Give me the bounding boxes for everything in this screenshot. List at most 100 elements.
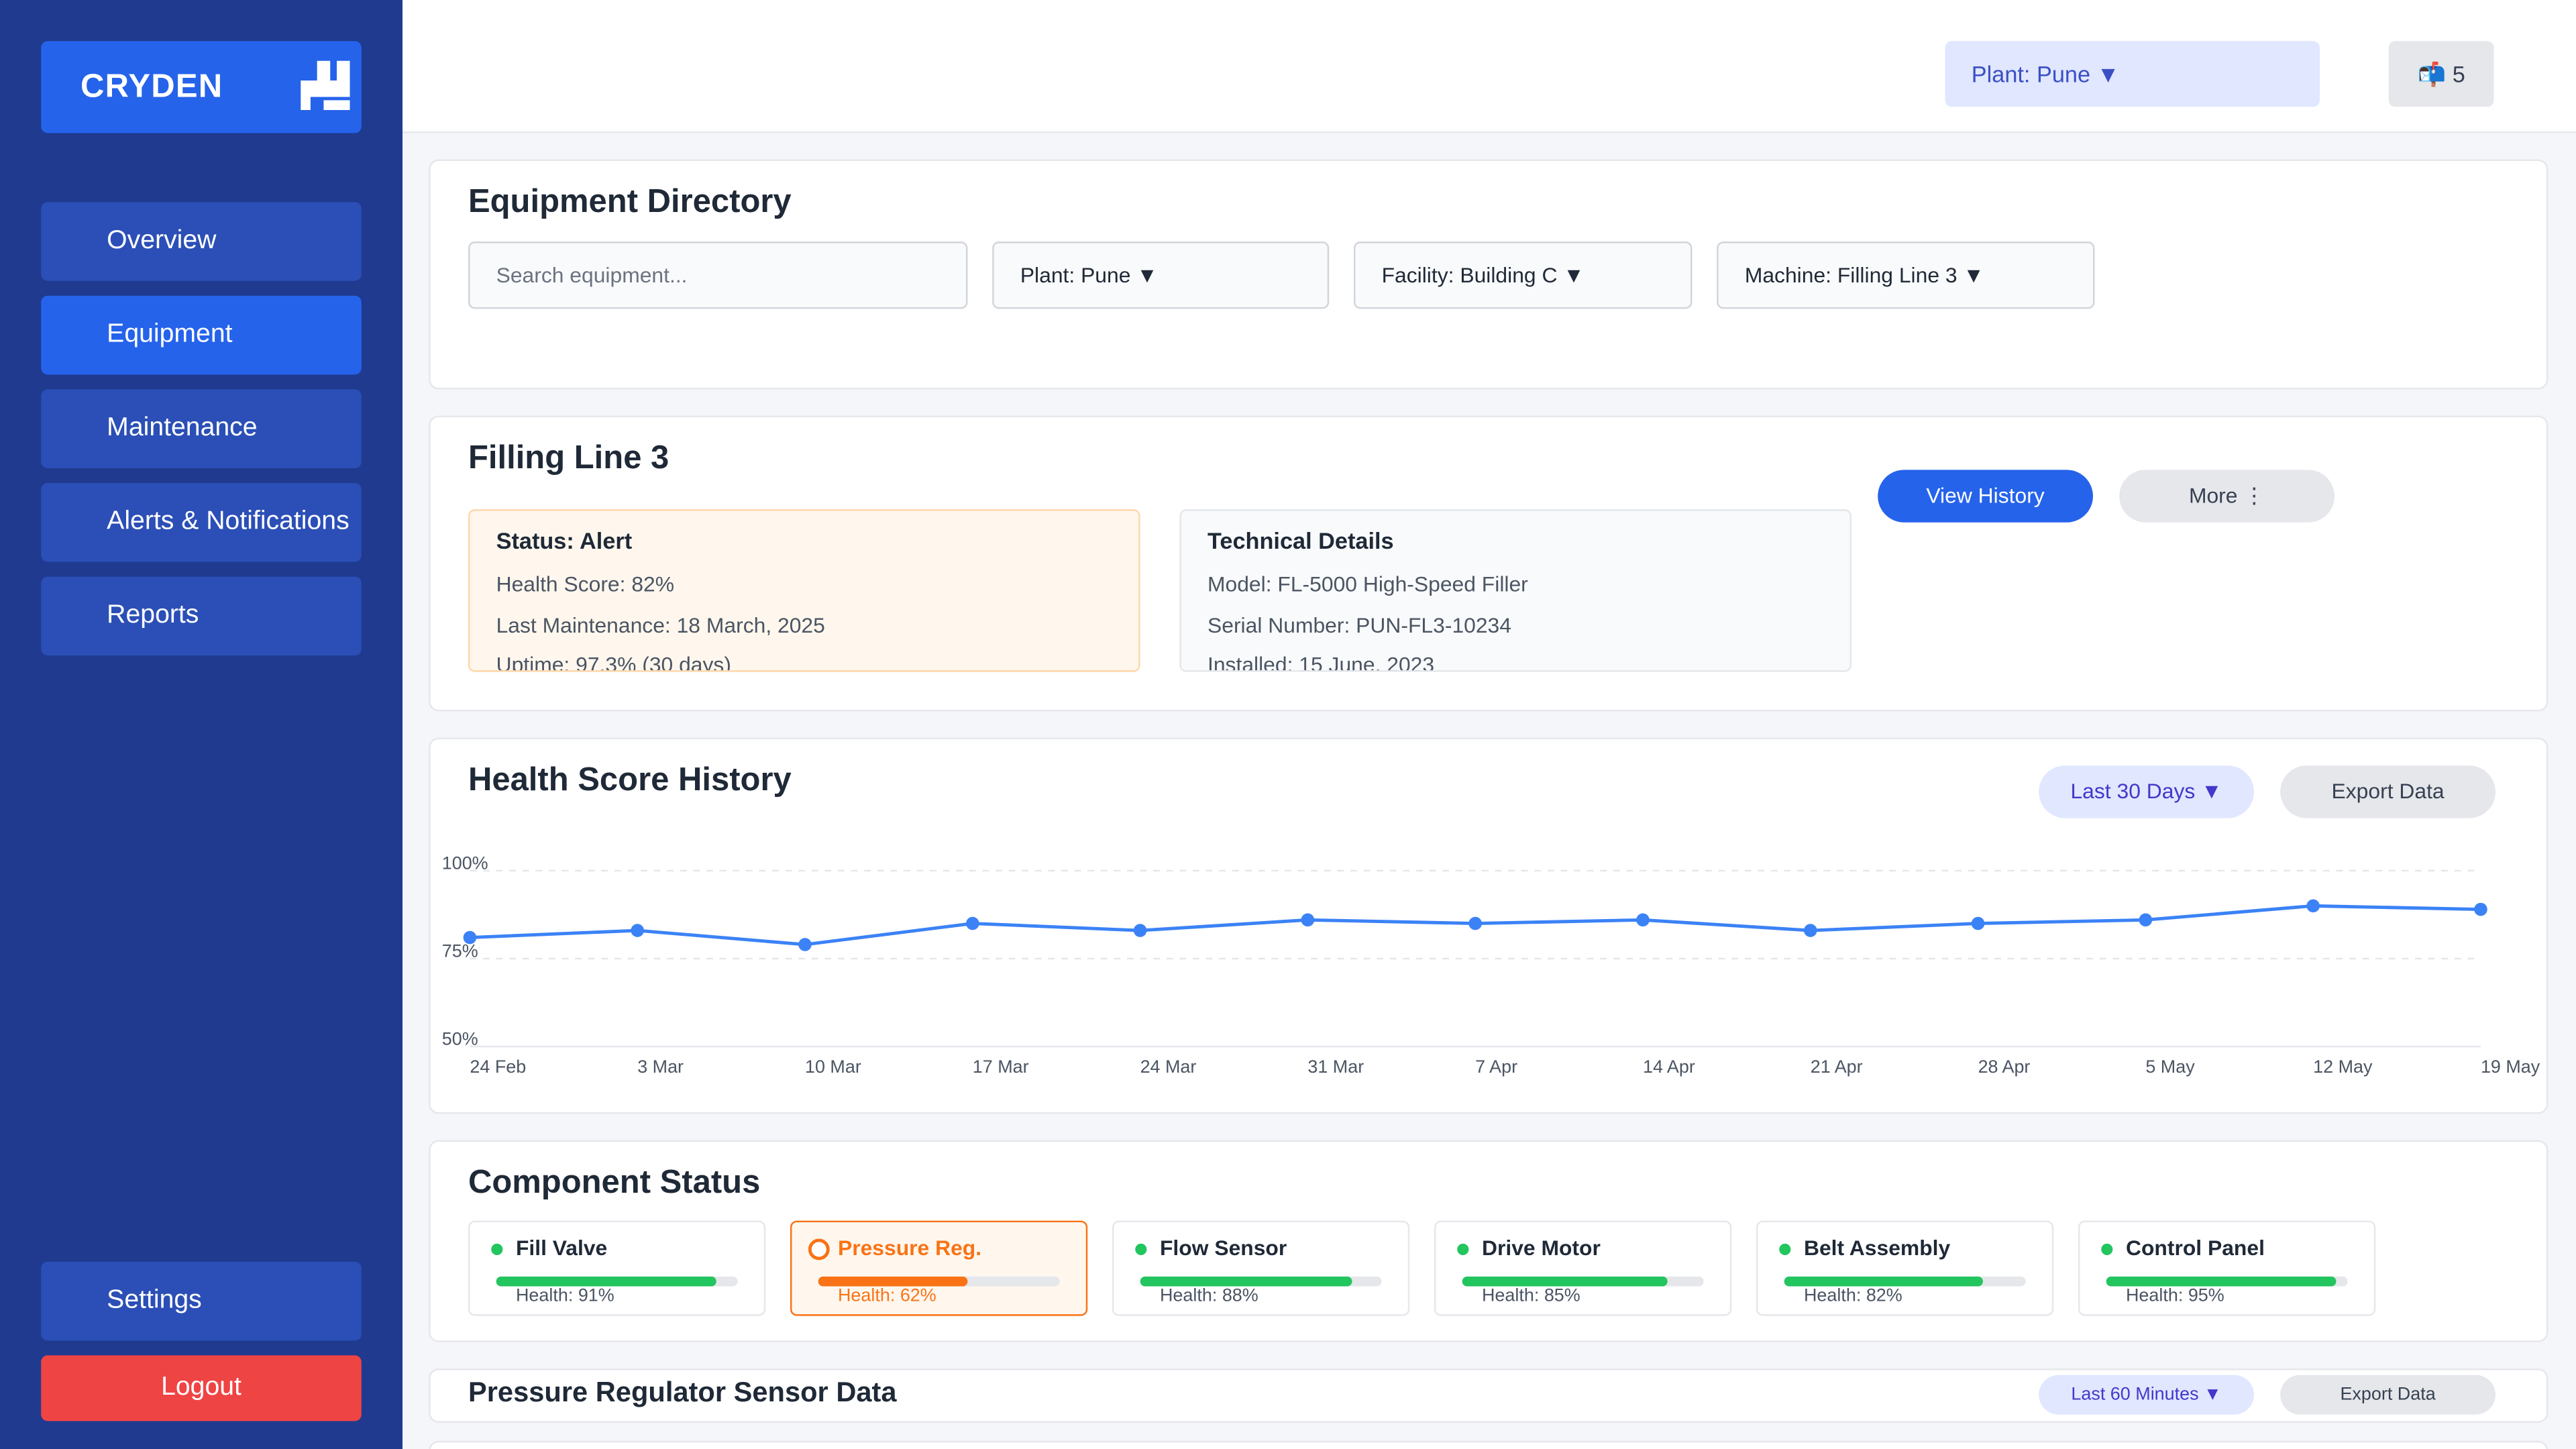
status-box: Status: Alert Health Score: 82% Last Mai… — [468, 509, 1140, 672]
health-bar — [1140, 1276, 1353, 1287]
health-chart: 50% 75% 100% 24 Feb 3 Mar 10 Mar 17 Mar 24 Mar 3… — [442, 853, 2540, 1077]
nav-item[interactable]: Maintenance — [41, 389, 362, 468]
health-bar — [2106, 1276, 2336, 1287]
health-label: Health: 62% — [837, 1286, 936, 1306]
box-heading: Status: Alert — [496, 527, 633, 554]
settings[interactable]: Settings — [41, 1261, 362, 1341]
status-dot — [2101, 1243, 2113, 1256]
x-tick-label: 12 May — [2313, 1057, 2373, 1077]
section-title: Equipment Directory — [468, 184, 792, 221]
component-name: Drive Motor — [1481, 1235, 1601, 1260]
data-point — [798, 938, 812, 951]
health-track — [2106, 1276, 2348, 1287]
range-select[interactable]: Last 60 Minutes ▼ — [2039, 1375, 2255, 1415]
health-bar — [496, 1276, 716, 1287]
health-label: Health: 88% — [1159, 1286, 1258, 1306]
section-title: Component Status — [468, 1165, 761, 1201]
data-point — [1803, 924, 1817, 937]
box-line: Health Score: 82% — [496, 572, 675, 596]
view-history-button[interactable]: View History — [1878, 470, 2094, 523]
box-line: Serial Number: PUN-FL3-10234 — [1208, 612, 1511, 637]
section-title: Pressure Regulator Sensor Data — [468, 1377, 897, 1408]
status-dot — [1457, 1243, 1469, 1256]
data-point — [1133, 924, 1147, 937]
status-dot — [1135, 1243, 1147, 1256]
component-name: Belt Assembly — [1803, 1235, 1951, 1260]
notifications[interactable]: 📬 5 — [2388, 41, 2494, 107]
y-tick-label: 100% — [442, 853, 488, 873]
component-card[interactable]: Drive Motor Health: 85% — [1434, 1220, 1732, 1316]
sidebar: CRYDEN Overview Equipment Maintenance Al… — [0, 0, 403, 1449]
component-card[interactable]: Belt Assembly Health: 82% — [1756, 1220, 2054, 1316]
data-point — [1636, 913, 1650, 927]
component-name: Pressure Reg. — [837, 1235, 982, 1260]
x-tick-label: 31 Mar — [1307, 1057, 1364, 1077]
nav-item[interactable]: Alerts & Notifications — [41, 483, 362, 562]
filter-select[interactable]: Machine: Filling Line 3 ▼ — [1717, 241, 2095, 309]
status-dot — [808, 1238, 830, 1260]
range-select[interactable]: Last 30 Days ▼ — [2039, 765, 2255, 818]
section-title: Filling Line 3 — [468, 440, 669, 477]
x-tick-label: 19 May — [2481, 1057, 2540, 1077]
health-label: Health: 91% — [515, 1286, 614, 1306]
component-name: Fill Valve — [515, 1235, 608, 1260]
plant-select[interactable]: Plant: Pune ▼ — [1945, 41, 2320, 107]
data-point — [463, 930, 477, 945]
x-tick-label: 24 Feb — [470, 1057, 526, 1077]
logout-button[interactable]: Logout — [41, 1355, 362, 1421]
status-dot — [491, 1243, 503, 1256]
component-name: Control Panel — [2125, 1235, 2265, 1260]
health-track — [1462, 1276, 1704, 1287]
nav-item[interactable]: Overview — [41, 202, 362, 281]
data-point — [2306, 899, 2320, 913]
health-label: Health: 85% — [1481, 1286, 1580, 1306]
x-tick-label: 3 Mar — [637, 1057, 684, 1077]
technical-box: Technical Details Model: FL-5000 High-Sp… — [1179, 509, 1852, 672]
health-bar — [1462, 1276, 1668, 1287]
nav-item[interactable]: Equipment — [41, 295, 362, 375]
box-line: Model: FL-5000 High-Speed Filler — [1208, 572, 1528, 596]
data-point — [966, 916, 979, 930]
next-card — [429, 1440, 2548, 1449]
component-name: Flow Sensor — [1159, 1235, 1287, 1260]
logo-icon — [301, 60, 350, 111]
data-point — [1468, 916, 1482, 930]
box-heading: Technical Details — [1208, 527, 1394, 554]
data-point — [2139, 913, 2153, 927]
health-track — [1140, 1276, 1382, 1287]
y-tick-label: 75% — [442, 941, 478, 961]
health-track — [496, 1276, 738, 1287]
y-tick-label: 50% — [442, 1029, 478, 1049]
x-tick-label: 10 Mar — [805, 1057, 861, 1077]
component-card[interactable]: Control Panel Health: 95% — [2078, 1220, 2376, 1316]
search-input[interactable]: Search equipment... — [468, 241, 968, 309]
section-title: Health Score History — [468, 762, 792, 799]
data-point — [1301, 913, 1315, 927]
filter-select[interactable]: Facility: Building C ▼ — [1353, 241, 1693, 309]
health-label: Health: 82% — [1803, 1286, 1902, 1306]
status-dot — [1779, 1243, 1791, 1256]
logo[interactable]: CRYDEN — [41, 41, 362, 133]
health-bar — [1784, 1276, 1982, 1287]
data-point — [631, 924, 645, 937]
data-point — [1971, 916, 1985, 930]
health-track — [1784, 1276, 2026, 1287]
x-tick-label: 21 Apr — [1811, 1057, 1863, 1077]
box-line: Last Maintenance: 18 March, 2025 — [496, 612, 825, 637]
export-button[interactable]: Export Data — [2280, 1375, 2496, 1415]
health-bar — [818, 1276, 968, 1287]
component-card[interactable]: Fill Valve Health: 91% — [468, 1220, 766, 1316]
export-button[interactable]: Export Data — [2280, 765, 2496, 818]
filter-select[interactable]: Plant: Pune ▼ — [992, 241, 1330, 309]
box-line: Installed: 15 June, 2023 — [1208, 652, 1435, 672]
logo-text: CRYDEN — [80, 68, 223, 105]
component-card[interactable]: Flow Sensor Health: 88% — [1112, 1220, 1410, 1316]
more-button[interactable]: More ⋮ — [2119, 470, 2335, 523]
health-label: Health: 95% — [2125, 1286, 2224, 1306]
nav-item[interactable]: Reports — [41, 576, 362, 656]
x-tick-label: 5 May — [2145, 1057, 2195, 1077]
x-tick-label: 28 Apr — [1978, 1057, 2031, 1077]
component-card[interactable]: Pressure Reg. Health: 62% — [790, 1220, 1088, 1316]
x-tick-label: 24 Mar — [1140, 1057, 1197, 1077]
